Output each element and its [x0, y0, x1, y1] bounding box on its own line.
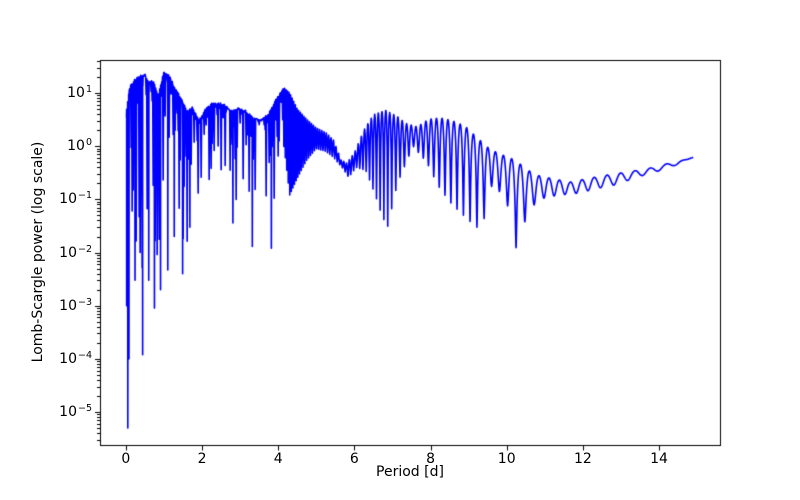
y-tick-label: 10−3	[59, 296, 92, 314]
x-tick-label: 14	[650, 451, 668, 467]
y-tick-label: 10−4	[59, 349, 92, 367]
y-axis-label-text: Lomb-Scargle power (log scale)	[30, 141, 46, 363]
x-tick-label: 2	[197, 451, 207, 467]
x-tick-label: 10	[497, 451, 516, 467]
x-tick-label: 8	[426, 451, 436, 467]
y-tick-label: 100	[67, 137, 92, 155]
y-tick-label: 10−2	[59, 243, 92, 261]
y-tick-label: 101	[67, 83, 92, 101]
x-tick-label: 12	[573, 451, 592, 467]
x-tick-label: 4	[273, 451, 283, 467]
x-tick-label: 6	[349, 451, 359, 467]
x-tick-label: 0	[121, 451, 131, 467]
y-tick-label: 10−5	[59, 403, 92, 421]
y-tick-label: 10−1	[59, 190, 92, 208]
x-axis-label: Period [d]	[376, 464, 444, 480]
